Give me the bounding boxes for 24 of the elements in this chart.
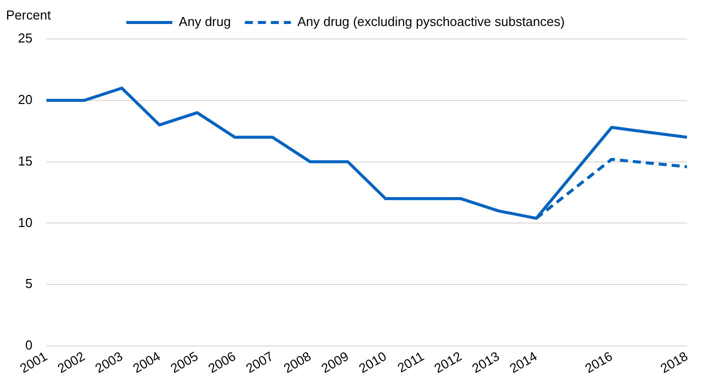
- x-tick-label: 2014: [507, 348, 540, 376]
- y-tick-label: 0: [25, 338, 32, 353]
- x-tick-label: 2006: [206, 348, 238, 376]
- y-tick-label: 25: [18, 30, 32, 46]
- y-tick-label: 10: [18, 214, 32, 230]
- y-tick-label: 20: [18, 92, 32, 107]
- y-axis-title: Percent: [6, 8, 52, 23]
- x-tick-label: 2003: [92, 348, 126, 376]
- y-tick-label: 5: [25, 276, 32, 292]
- x-tick-label: 2012: [432, 348, 464, 376]
- legend-label: Any drug: [178, 14, 231, 30]
- x-tick-label: 2005: [168, 348, 200, 376]
- x-tick-label: 2010: [356, 348, 389, 376]
- legend-label: Any drug (excluding pyschoactive substances): [297, 14, 565, 30]
- x-tick-label: 2007: [243, 348, 276, 376]
- x-tick-label: 2018: [658, 348, 690, 376]
- x-tick-label: 2011: [394, 348, 427, 376]
- x-tick-label: 2013: [469, 348, 502, 376]
- x-tick-label: 2004: [130, 348, 163, 376]
- x-tick-label: 2008: [280, 348, 314, 376]
- y-tick-label: 15: [18, 153, 32, 168]
- x-tick-label: 2002: [54, 348, 88, 376]
- x-tick-label: 2016: [582, 348, 615, 376]
- x-tick-label: 2009: [318, 348, 352, 376]
